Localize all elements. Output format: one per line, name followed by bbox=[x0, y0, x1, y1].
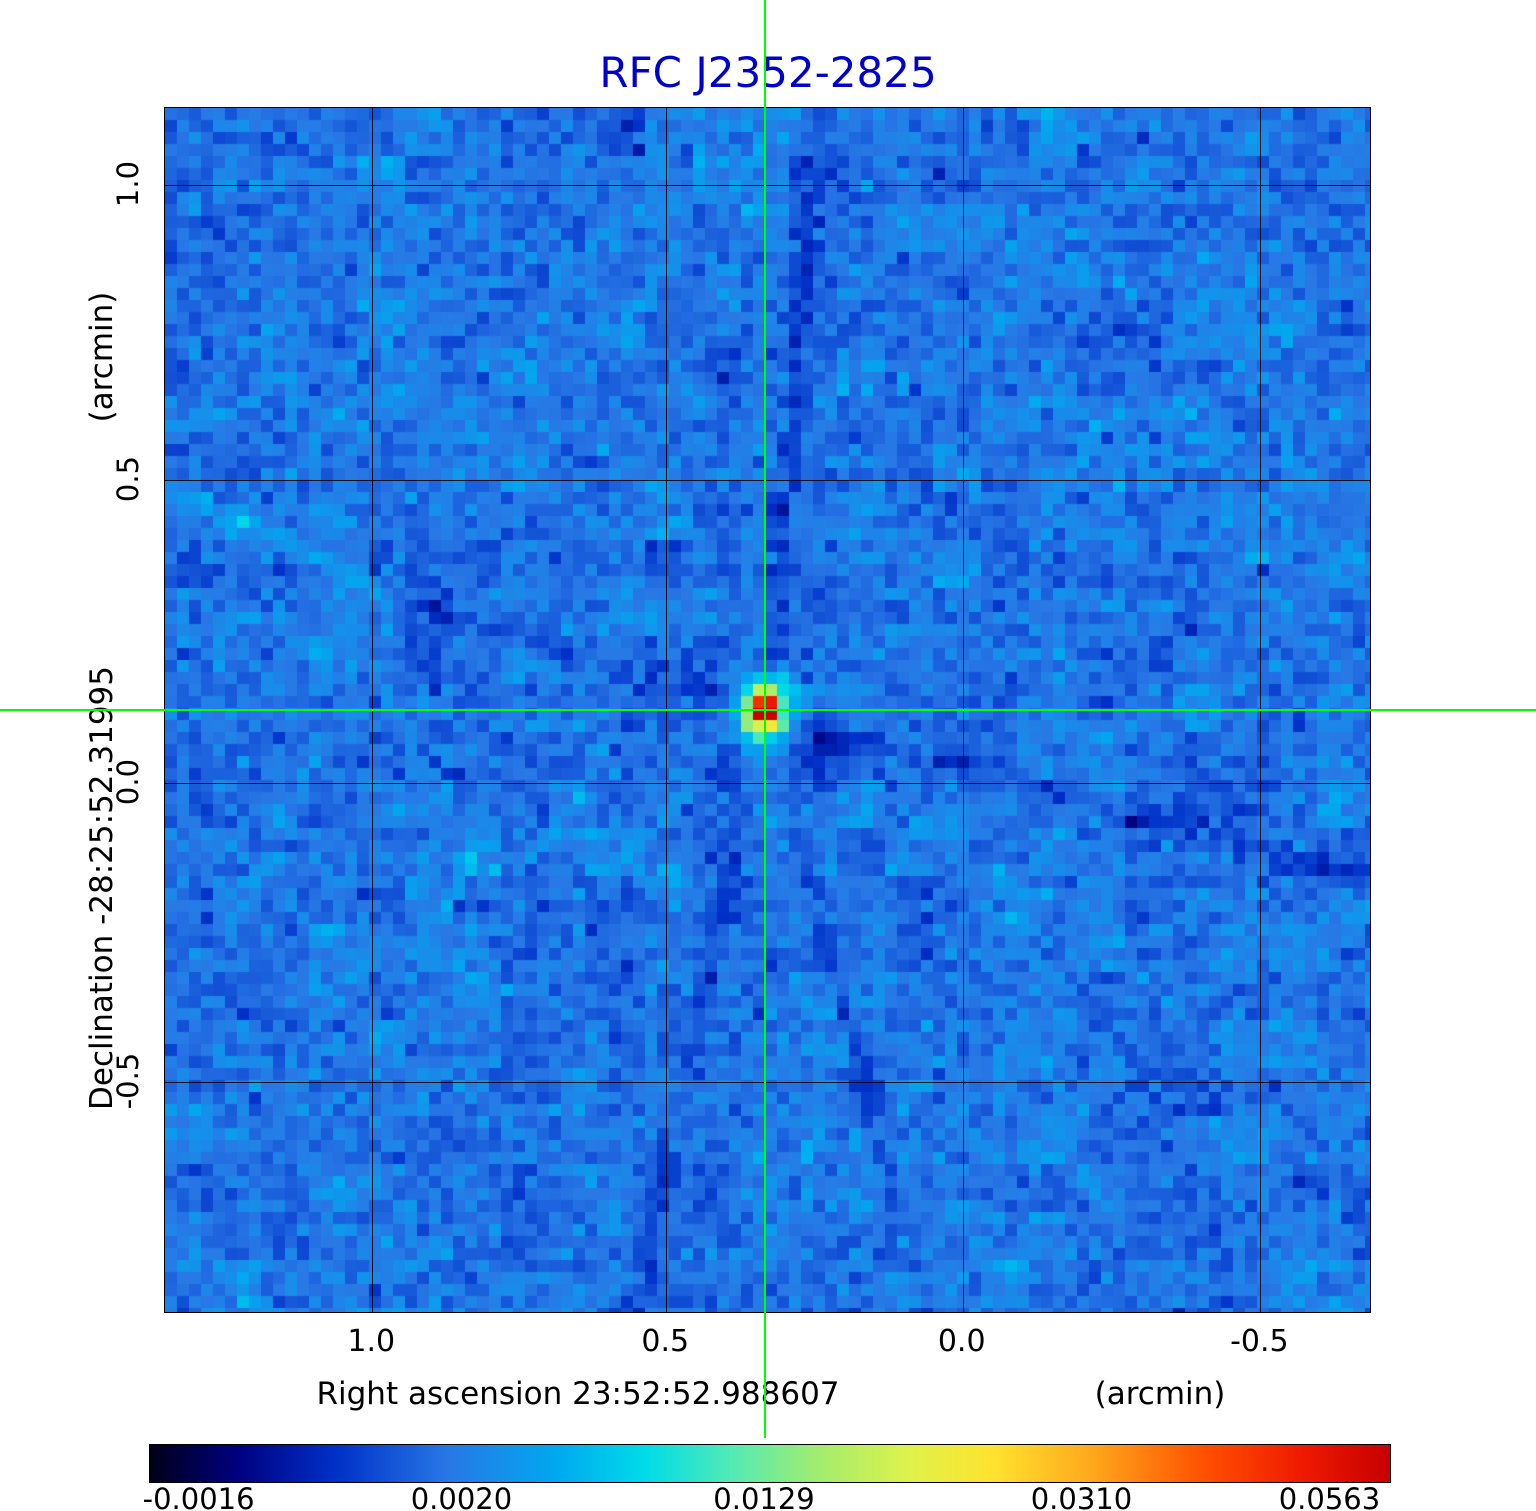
grid-line-horizontal bbox=[165, 480, 1370, 482]
colorbar-canvas bbox=[150, 1445, 1390, 1482]
x-axis-label: Right ascension 23:52:52.988607 bbox=[316, 1376, 840, 1412]
y-tick-label: 0.5 bbox=[111, 455, 145, 503]
chart-title: RFC J2352-2825 bbox=[599, 48, 937, 97]
colorbar-tick-label: -0.0016 bbox=[142, 1482, 255, 1511]
y-tick-label: 1.0 bbox=[111, 160, 145, 208]
colorbar-tick-label: 0.0563 bbox=[1278, 1482, 1381, 1511]
grid-line-horizontal bbox=[165, 1082, 1370, 1084]
colorbar bbox=[149, 1444, 1391, 1483]
colorbar-tick-label: 0.0129 bbox=[713, 1482, 815, 1511]
x-axis-unit: (arcmin) bbox=[1094, 1376, 1226, 1412]
x-tick-label: 0.5 bbox=[641, 1324, 690, 1359]
colorbar-tick-labels: -0.0016 0.0020 0.0129 0.0310 0.0563 bbox=[143, 1482, 1389, 1511]
y-tick-label: 0.0 bbox=[111, 759, 145, 806]
crosshair-vertical-line bbox=[764, 0, 766, 1438]
y-tick-label: -0.5 bbox=[111, 1052, 145, 1110]
x-tick-labels: 1.0 0.5 0.0 -0.5 bbox=[164, 1324, 1369, 1360]
grid-line-horizontal bbox=[165, 783, 1370, 785]
colorbar-tick-label: 0.0020 bbox=[410, 1482, 513, 1511]
x-tick-label: 1.0 bbox=[347, 1324, 396, 1359]
crosshair-horizontal-line bbox=[0, 709, 1536, 711]
x-tick-label: -0.5 bbox=[1230, 1324, 1289, 1359]
grid-line-horizontal bbox=[165, 185, 1370, 187]
colorbar-tick-label: 0.0310 bbox=[1030, 1482, 1133, 1511]
x-tick-label: 0.0 bbox=[937, 1324, 986, 1359]
